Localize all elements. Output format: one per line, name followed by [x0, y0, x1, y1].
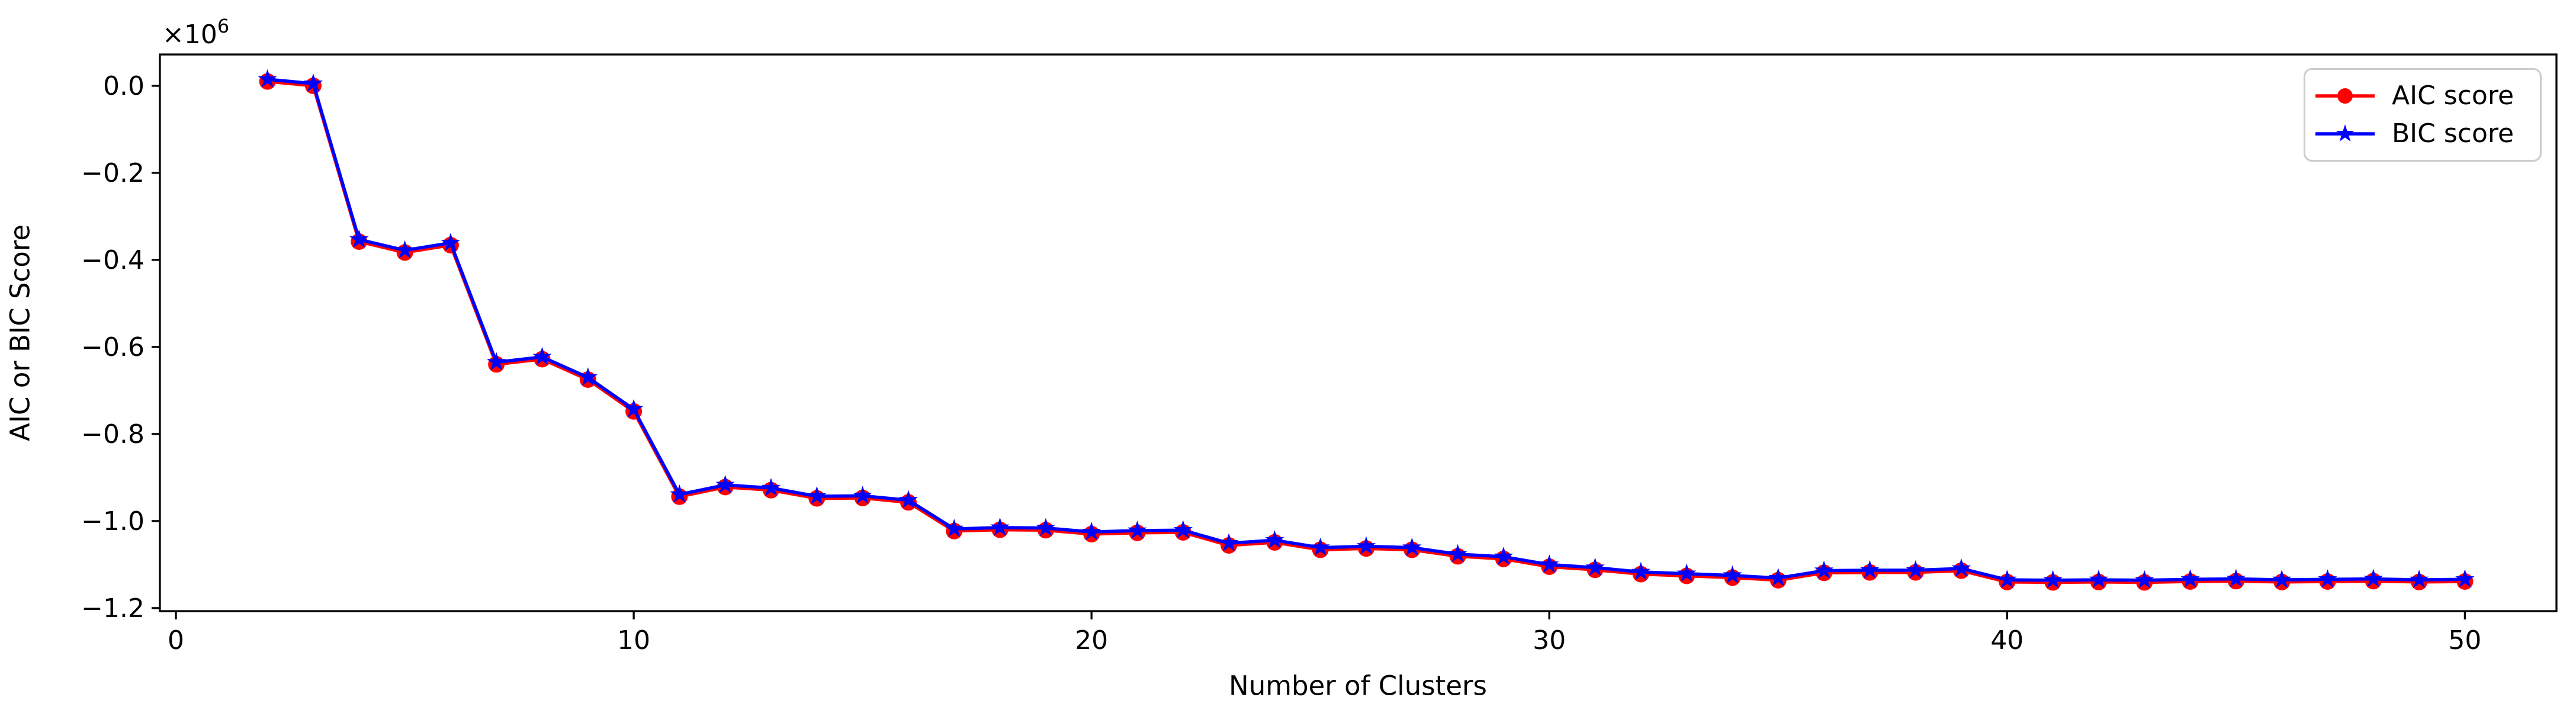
y-tick-label: −0.4: [81, 245, 144, 275]
offset-exponent: 6: [217, 15, 230, 37]
axes-frame: [159, 53, 2558, 612]
y-tick-label: 0.0: [103, 71, 144, 101]
bic-score-marker: [945, 519, 964, 537]
y-tick-label: −1.2: [81, 593, 144, 624]
bic-score-line: [265, 78, 2467, 582]
x-axis-label: Number of Clusters: [1229, 670, 1487, 702]
legend-label-bic: BIC score: [2392, 118, 2514, 149]
bic-score-marker: [1723, 565, 1742, 584]
bic-score-marker: [2180, 569, 2200, 588]
bic-score-marker: [1951, 558, 1971, 577]
bic-score-marker: [1768, 568, 1788, 586]
y-axis-offset-text: ×106: [162, 17, 229, 48]
bic-score-marker: [715, 474, 735, 493]
bic-score-marker: [2455, 569, 2475, 588]
bic-score-marker: [1173, 520, 1193, 539]
x-tick-label: 50: [2448, 625, 2481, 656]
x-tick-label: 20: [1075, 625, 1108, 656]
bic-score-marker: [2272, 570, 2292, 588]
legend-label-aic: AIC score: [2392, 81, 2514, 111]
offset-base: ×10: [162, 20, 217, 50]
bic-score-marker: [898, 490, 918, 509]
legend-circle-marker: [2337, 88, 2353, 104]
bic-score-marker: [670, 484, 689, 503]
bic-score-marker: [1311, 537, 1330, 556]
bic-score-marker: [624, 399, 644, 417]
bic-score-marker: [2363, 569, 2383, 587]
bic-score-marker: [2043, 570, 2063, 589]
x-tick-label: 40: [1990, 625, 2023, 656]
bic-score-marker: [2318, 569, 2337, 588]
x-tick-label: 30: [1533, 625, 1566, 656]
bic-score-marker: [1585, 557, 1605, 576]
bic-score-marker: [990, 517, 1010, 536]
bic-score-marker: [1448, 544, 1467, 563]
bic-score-marker: [1906, 560, 1925, 579]
bic-score-marker: [1631, 561, 1650, 580]
y-axis-label: AIC or BIC Score: [4, 224, 36, 442]
bic-score-marker: [761, 478, 781, 496]
y-tick-label: −0.6: [81, 332, 144, 362]
bic-score-marker: [395, 240, 415, 259]
bic-score-marker: [1128, 521, 1147, 539]
y-tick-label: −0.2: [81, 158, 144, 188]
bic-score-marker: [2226, 569, 2246, 587]
bic-score-marker: [1997, 570, 2017, 588]
bic-score-marker: [1356, 536, 1376, 555]
bic-score-marker: [1219, 533, 1239, 552]
bic-score-marker: [1677, 563, 1697, 582]
bic-score-marker: [1036, 518, 1056, 537]
x-tick-label: 0: [168, 625, 184, 656]
bic-score-marker: [2135, 570, 2154, 589]
bic-score-marker: [1493, 547, 1514, 565]
bic-score-marker: [1860, 560, 1880, 579]
legend-entry-bic: BIC score: [2314, 120, 2540, 147]
bic-score-marker: [349, 229, 369, 248]
bic-line-star-icon: [2315, 124, 2375, 142]
y-tick-label: −1.0: [81, 506, 144, 537]
bic-score-marker: [441, 233, 461, 251]
bic-score-marker: [258, 69, 277, 88]
bic-score-marker: [578, 367, 598, 386]
aic-score-line: [265, 79, 2467, 584]
bic-score-marker: [1540, 554, 1559, 573]
bic-score-marker: [1402, 537, 1422, 556]
bic-score-marker: [1814, 560, 1834, 579]
y-tick-label: −0.8: [81, 419, 144, 449]
legend-star-marker: [2336, 124, 2355, 142]
legend: AIC score BIC score: [2304, 68, 2542, 162]
legend-entry-aic: AIC score: [2314, 82, 2540, 110]
bic-score-marker: [1265, 530, 1284, 548]
aic-line-circle-icon: [2315, 88, 2375, 104]
bic-score-marker: [532, 346, 552, 365]
bic-score-marker: [807, 486, 827, 505]
bic-score-marker: [487, 352, 506, 371]
bic-score-marker: [303, 73, 323, 92]
bic-score-marker: [2089, 570, 2109, 588]
bic-score-marker: [853, 486, 872, 504]
bic-score-marker: [2409, 570, 2429, 588]
bic-score-marker: [1082, 522, 1101, 540]
x-tick-label: 10: [617, 625, 650, 656]
